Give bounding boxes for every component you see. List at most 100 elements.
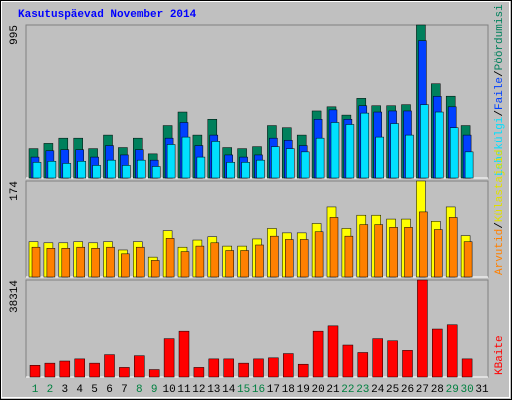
legend-separator: / (494, 110, 506, 117)
bar (196, 156, 206, 179)
bar (374, 224, 383, 278)
x-tick-label: 20 (311, 384, 324, 396)
bar (256, 159, 265, 179)
bar (62, 163, 72, 179)
bar (178, 330, 190, 378)
x-tick-label: 21 (326, 384, 340, 396)
bar (241, 162, 250, 179)
bar (119, 367, 130, 378)
bar (402, 350, 413, 378)
bar (61, 248, 71, 278)
bar (210, 242, 220, 278)
chart-title: Kasutuspäevad November 2014 (18, 9, 197, 21)
bar (390, 123, 399, 179)
bar (283, 353, 294, 378)
bar (446, 324, 458, 378)
x-tick-label: 6 (106, 384, 113, 396)
bar (32, 162, 42, 179)
bar (181, 136, 191, 179)
bar (389, 227, 398, 278)
bar (208, 358, 220, 378)
bar (432, 328, 443, 378)
bar (299, 239, 309, 278)
bar (329, 217, 339, 278)
bar (417, 279, 428, 378)
bar (76, 246, 85, 278)
bar (74, 358, 85, 378)
legend-entry: Arvutid (494, 229, 506, 275)
x-tick-label: 11 (177, 384, 191, 396)
bar (225, 250, 234, 278)
x-tick-label: 23 (356, 384, 369, 396)
bar (89, 362, 100, 378)
bar (405, 134, 414, 179)
bar (31, 246, 41, 278)
bar (77, 160, 86, 179)
bar (148, 369, 160, 378)
bar (404, 227, 413, 278)
bar (253, 358, 264, 378)
y-tick-label: 38314 (9, 280, 21, 313)
bar (163, 338, 175, 378)
x-tick-label: 5 (91, 384, 98, 396)
bar (327, 325, 339, 378)
bar (238, 362, 249, 378)
bar (300, 151, 310, 179)
bar (387, 340, 398, 378)
bar (464, 151, 474, 179)
x-tick-label: 2 (47, 384, 54, 396)
bar (107, 159, 116, 179)
y-tick-label: 174 (9, 181, 21, 201)
bar (360, 112, 370, 179)
bar (435, 111, 444, 179)
x-tick-label: 14 (222, 384, 236, 396)
bar (121, 253, 130, 278)
bar (150, 260, 160, 278)
x-tick-label: 15 (237, 384, 250, 396)
bar (419, 211, 428, 278)
x-tick-label: 26 (401, 384, 414, 396)
legend: Lehekülgi/Faile/Pöördumisi (494, 4, 506, 176)
bar (372, 338, 383, 378)
x-tick-label: 4 (76, 384, 83, 396)
bar (137, 159, 146, 179)
legend-entry: Pöördumisi (494, 4, 506, 70)
x-tick-label: 18 (282, 384, 295, 396)
bar (106, 246, 115, 278)
bar (29, 365, 41, 378)
bar (44, 362, 56, 378)
x-tick-label: 24 (371, 384, 385, 396)
bar (270, 235, 279, 278)
x-tick-label: 25 (386, 384, 399, 396)
bar (223, 358, 234, 378)
legend-entry: Faile (494, 77, 506, 110)
x-tick-label: 9 (151, 384, 158, 396)
bar (91, 248, 100, 278)
bar (122, 165, 131, 179)
x-tick-label: 16 (252, 384, 265, 396)
bar (59, 360, 71, 378)
bar (314, 231, 324, 278)
x-tick-label: 13 (207, 384, 220, 396)
bar (434, 229, 443, 278)
bar (195, 245, 205, 278)
legend-entry: Lehekülgi (494, 116, 506, 176)
bar (461, 358, 473, 378)
bar (211, 141, 221, 179)
x-tick-label: 30 (460, 384, 473, 396)
bar (344, 235, 354, 278)
bar (286, 148, 295, 179)
bar (226, 162, 235, 179)
bar (420, 104, 429, 179)
x-tick-label: 27 (416, 384, 429, 396)
bar (47, 160, 57, 179)
bar (271, 146, 280, 179)
bar (448, 217, 458, 278)
legend-separator: / (494, 222, 506, 229)
bar (285, 239, 294, 278)
bar (312, 330, 324, 378)
x-tick-label: 17 (267, 384, 280, 396)
bar (255, 244, 264, 278)
